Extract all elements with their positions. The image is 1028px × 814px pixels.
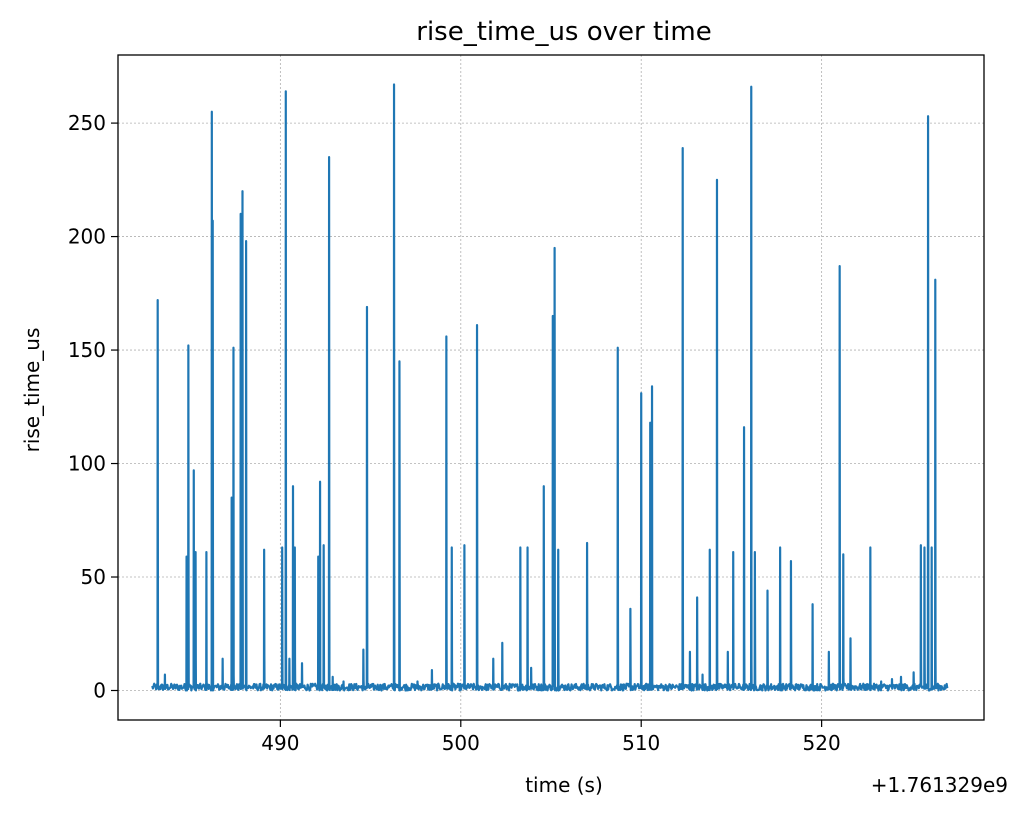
x-axis-label: time (s) <box>525 773 603 797</box>
x-axis-ticks: 490 500 510 520 <box>261 720 841 755</box>
y-tick-label: 0 <box>93 678 106 702</box>
y-tick-label: 150 <box>68 338 106 362</box>
y-axis-ticks: 0 50 100 150 200 250 <box>68 111 118 702</box>
x-axis-offset-label: +1.761329e9 <box>871 773 1008 797</box>
chart-title: rise_time_us over time <box>416 17 711 47</box>
series-line <box>151 83 949 692</box>
x-tick-label: 490 <box>261 731 299 755</box>
y-axis-label: rise_time_us <box>20 328 44 453</box>
y-tick-label: 100 <box>68 452 106 476</box>
data-line-layer <box>151 83 949 692</box>
y-tick-label: 250 <box>68 111 106 135</box>
y-tick-label: 50 <box>81 565 106 589</box>
x-tick-label: 510 <box>622 731 660 755</box>
x-tick-label: 520 <box>803 731 841 755</box>
x-tick-label: 500 <box>442 731 480 755</box>
plot-frame <box>117 54 985 721</box>
y-tick-label: 200 <box>68 225 106 249</box>
